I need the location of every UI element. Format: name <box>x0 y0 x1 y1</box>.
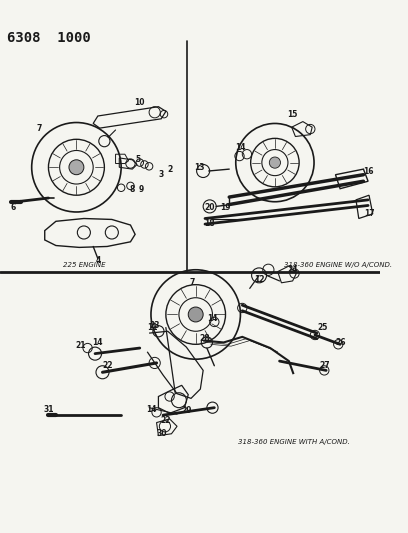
Text: 14: 14 <box>92 338 102 347</box>
Text: 318-360 ENGINE WITH A/COND.: 318-360 ENGINE WITH A/COND. <box>237 439 350 445</box>
Text: 9: 9 <box>139 185 144 194</box>
Text: 11: 11 <box>148 323 158 332</box>
Circle shape <box>69 160 84 175</box>
Text: 6308  1000: 6308 1000 <box>7 31 91 45</box>
Text: 31: 31 <box>43 405 54 414</box>
Text: 14: 14 <box>207 314 218 322</box>
Circle shape <box>188 307 203 322</box>
Text: 16: 16 <box>363 167 373 176</box>
Text: 12: 12 <box>254 274 264 284</box>
Text: 3: 3 <box>159 170 164 179</box>
Text: 27: 27 <box>319 361 330 370</box>
Text: 14: 14 <box>235 143 246 152</box>
Text: 22: 22 <box>161 416 171 425</box>
Text: 21: 21 <box>75 341 85 350</box>
Text: 2: 2 <box>167 165 172 174</box>
Text: 29: 29 <box>181 406 192 415</box>
Text: 13: 13 <box>194 163 205 172</box>
Text: 4: 4 <box>96 256 102 265</box>
Text: 22: 22 <box>102 361 113 370</box>
Text: 18: 18 <box>204 219 215 228</box>
Text: 318-360 ENGINE W/O A/COND.: 318-360 ENGINE W/O A/COND. <box>284 262 392 268</box>
Text: 24: 24 <box>287 265 298 274</box>
Text: 15: 15 <box>287 110 298 119</box>
Text: 23: 23 <box>149 321 160 330</box>
Text: 8: 8 <box>130 185 135 194</box>
Text: 19: 19 <box>220 203 231 212</box>
Text: 25: 25 <box>317 323 328 332</box>
Text: 30: 30 <box>157 429 167 438</box>
Text: 7: 7 <box>189 278 195 287</box>
Text: 20: 20 <box>204 203 215 212</box>
Text: 14: 14 <box>146 405 156 414</box>
Circle shape <box>269 157 280 168</box>
Text: 28: 28 <box>200 334 211 343</box>
Text: 10: 10 <box>135 98 145 107</box>
Text: 5: 5 <box>135 155 140 164</box>
Text: 26: 26 <box>336 338 346 347</box>
Text: 225 ENGINE: 225 ENGINE <box>62 262 105 268</box>
Text: 17: 17 <box>364 209 374 219</box>
Text: 6: 6 <box>11 203 16 212</box>
Text: 7: 7 <box>36 124 42 133</box>
